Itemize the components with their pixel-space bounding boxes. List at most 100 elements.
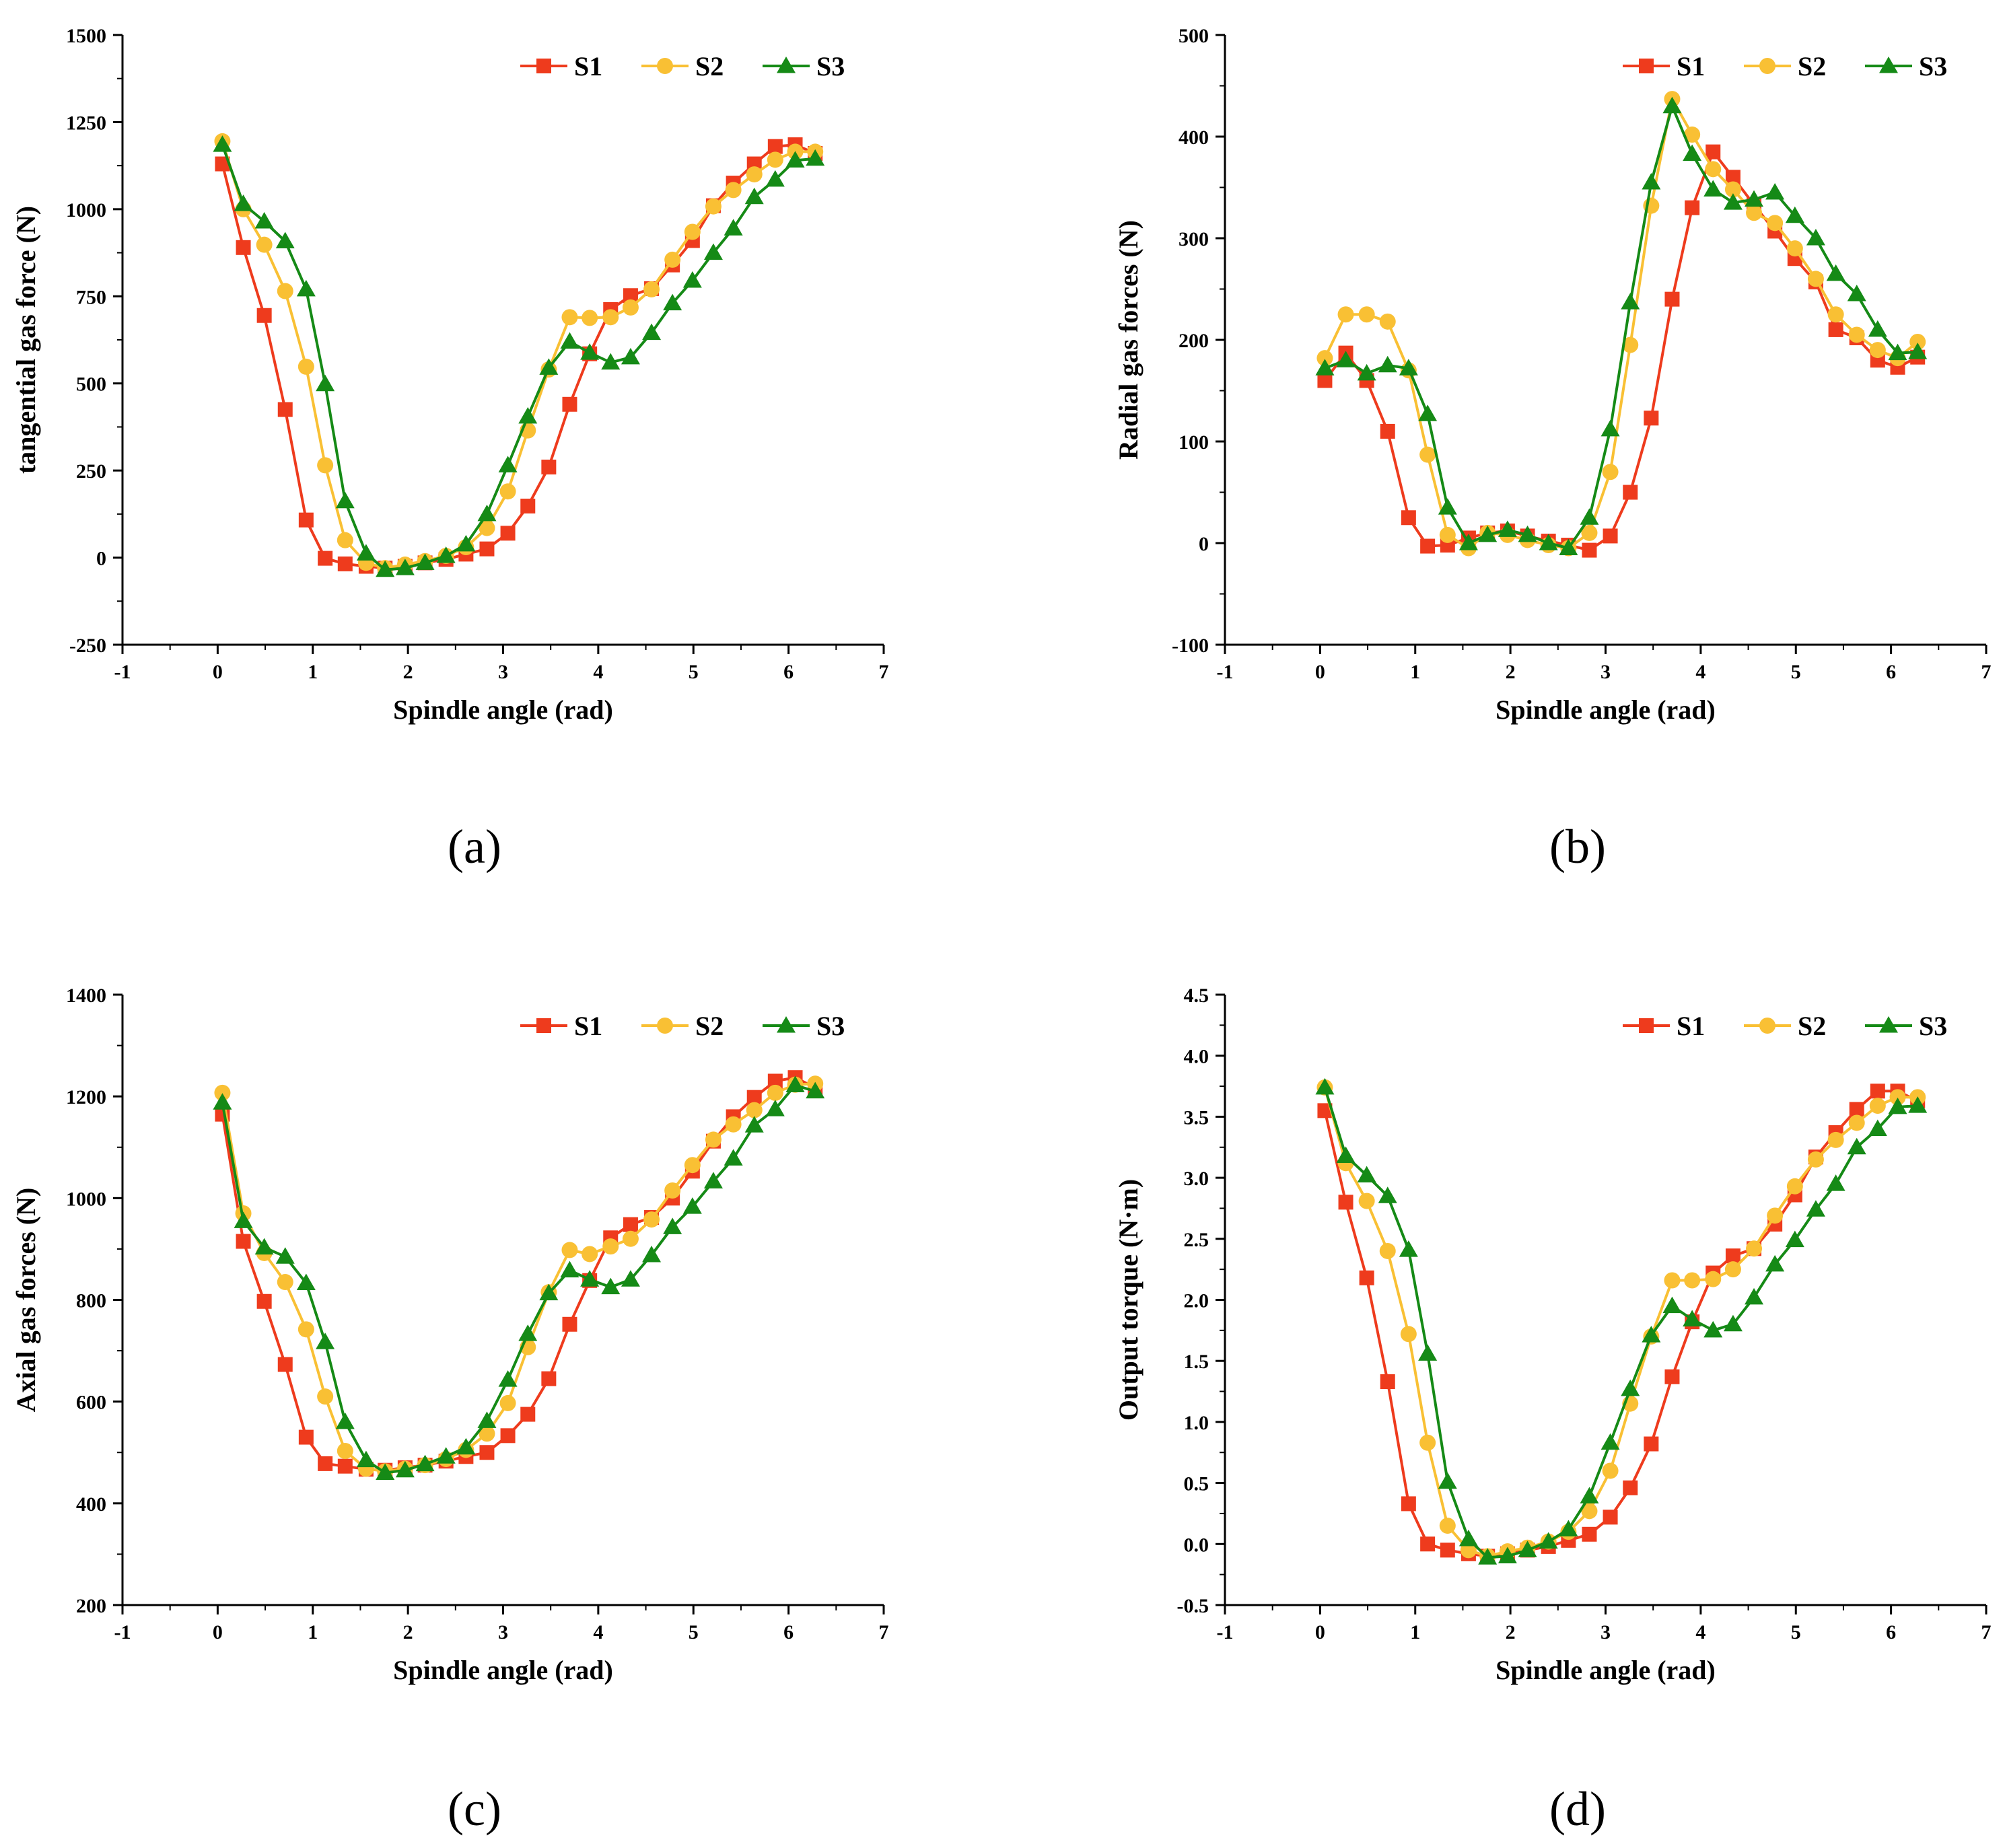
data-point-s3	[1539, 1532, 1558, 1549]
data-point-s2	[746, 1102, 763, 1118]
y-tick-label: 1.5	[1184, 1351, 1209, 1373]
y-tick-label: 300	[1179, 228, 1209, 250]
data-point-s3	[1418, 1344, 1438, 1361]
data-point-s2	[1909, 334, 1926, 351]
data-point-s3	[436, 546, 456, 563]
data-point-s2	[746, 166, 763, 183]
legend-label-s2: S2	[1798, 51, 1826, 81]
x-tick-label: 3	[498, 1621, 508, 1643]
y-tick-label: 3.5	[1184, 1106, 1209, 1129]
series-s3	[213, 1075, 825, 1480]
data-point-s1	[236, 1234, 251, 1249]
data-point-s3	[1621, 1379, 1640, 1396]
series-line-s3	[1323, 1087, 1918, 1559]
data-point-s2	[705, 198, 722, 215]
data-point-s3	[1601, 1433, 1620, 1450]
data-point-s2	[1419, 1434, 1436, 1451]
y-tick-label: 0.5	[1184, 1473, 1209, 1495]
x-tick-label: 5	[1791, 1621, 1801, 1643]
x-tick-label: 6	[1886, 661, 1896, 683]
legend: S1 S2 S3	[1623, 1011, 1947, 1041]
legend-label-s3: S3	[1919, 1011, 1947, 1041]
data-point-s1	[767, 139, 783, 154]
data-point-s3	[642, 1245, 662, 1263]
data-point-s2	[1827, 306, 1844, 323]
y-tick-label: 1200	[66, 1086, 106, 1108]
data-point-s3	[1357, 363, 1376, 381]
panel-label: (a)	[448, 820, 501, 874]
x-axis-title: Spindle angle (rad)	[393, 1655, 613, 1685]
data-point-s3	[1438, 498, 1457, 515]
data-point-s1	[1664, 1369, 1680, 1384]
data-point-s3	[436, 1447, 456, 1464]
y-tick-label: 0.0	[1184, 1534, 1209, 1556]
data-point-s3	[724, 1149, 743, 1166]
data-point-s2	[479, 520, 495, 536]
data-point-s3	[376, 560, 395, 577]
legend-label-s1: S1	[1677, 1011, 1705, 1041]
data-point-s2	[664, 251, 681, 268]
series-line-s2	[221, 1082, 816, 1473]
data-point-s3	[415, 553, 435, 570]
data-point-s3	[703, 243, 723, 260]
legend-marker-s3	[777, 1016, 796, 1033]
data-point-s3	[316, 1332, 335, 1349]
data-point-s3	[335, 1412, 355, 1429]
y-tick-label: 750	[76, 286, 106, 308]
data-point-s3	[254, 211, 274, 229]
data-point-s3	[1662, 96, 1682, 114]
data-point-s3	[1418, 404, 1438, 421]
data-point-s3	[1847, 1137, 1866, 1155]
data-point-s3	[1399, 1240, 1418, 1257]
data-point-s1	[1725, 1248, 1740, 1264]
data-point-s2	[1684, 126, 1701, 143]
data-point-s2	[337, 1442, 353, 1459]
data-point-s3	[1785, 206, 1804, 223]
data-point-s3	[1518, 525, 1537, 542]
panel-label: (d)	[1549, 1782, 1606, 1836]
data-point-s3	[1438, 1472, 1457, 1489]
data-point-s3	[580, 343, 600, 360]
data-point-s2	[1439, 526, 1456, 543]
series-s3	[1315, 1077, 1928, 1565]
data-point-s1	[337, 1458, 353, 1474]
data-point-s3	[1478, 525, 1498, 542]
data-point-s3	[498, 1370, 518, 1387]
data-point-s3	[477, 504, 497, 522]
y-axis-title: Axial gas forces (N)	[11, 1188, 41, 1413]
chart-panel-a: -1 0 1 2 3 4 5 6 7 -250 0 250 500 750 1000 1250 1500 Spin…	[11, 25, 889, 874]
data-point-s1	[256, 308, 272, 323]
data-point-s3	[395, 1460, 415, 1478]
data-point-s2	[684, 223, 701, 240]
x-axis-title: Spindle angle (rad)	[393, 695, 613, 725]
legend-marker-s2	[657, 1018, 673, 1034]
legend-marker-s1	[536, 59, 551, 73]
x-axis-title: Spindle angle (rad)	[1496, 695, 1716, 725]
data-point-s2	[1724, 181, 1741, 198]
data-point-s3	[234, 194, 253, 211]
data-point-s2	[1807, 271, 1824, 287]
legend-marker-s3	[777, 57, 796, 73]
data-point-s1	[1420, 538, 1436, 554]
x-tick-label: 1	[308, 661, 318, 683]
y-tick-label: 250	[76, 460, 106, 483]
data-point-s3	[724, 219, 743, 236]
data-point-s2	[684, 1157, 701, 1174]
legend: S1 S2 S3	[520, 51, 845, 81]
data-point-s2	[317, 457, 334, 474]
x-tick-label: -1	[1217, 1621, 1234, 1643]
data-point-s3	[1765, 183, 1785, 200]
data-point-s1	[1380, 423, 1395, 439]
data-point-s2	[1869, 342, 1886, 359]
x-tick-label: 5	[689, 661, 699, 683]
y-tick-label: 1000	[66, 199, 106, 221]
y-tick-label: 500	[76, 374, 106, 396]
legend-marker-s2	[1759, 58, 1775, 74]
series-line-s3	[221, 144, 816, 571]
data-point-s1	[520, 498, 536, 513]
data-point-s2	[767, 1084, 783, 1101]
x-tick-label: 5	[689, 1621, 699, 1643]
data-point-s1	[298, 512, 314, 528]
data-point-s3	[356, 544, 376, 561]
